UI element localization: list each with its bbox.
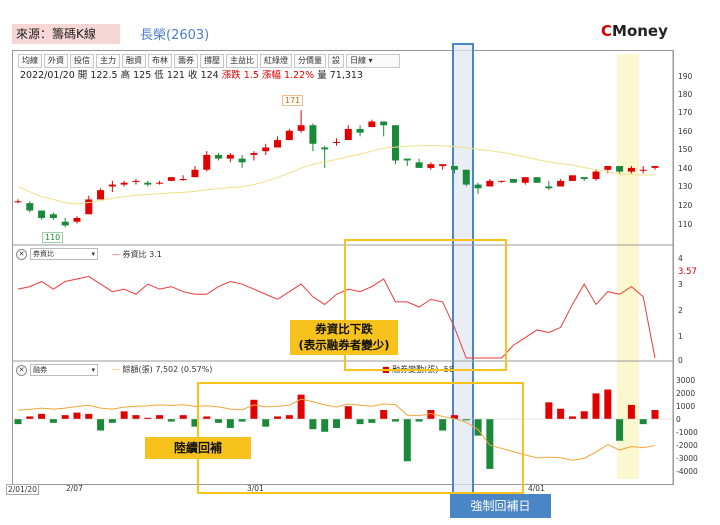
cmoney-logo: CMoney: [601, 22, 668, 40]
ratio-drop-box: [344, 239, 507, 371]
price-tick: 150: [678, 145, 693, 154]
toolbar-button[interactable]: 分價量: [294, 54, 326, 68]
short-tick: 3000: [676, 376, 696, 385]
ratio-last-value: 3.57: [678, 267, 697, 277]
continuous-cover-callout: 陸續回補: [145, 437, 251, 459]
short-tick: 2000: [676, 389, 696, 398]
toolbar-button[interactable]: 外資: [44, 54, 68, 68]
toolbar-button[interactable]: 設: [328, 54, 344, 68]
ratio-panel-header: ✕ 券資比 ▾: [16, 248, 98, 260]
short-tick: -3000: [676, 454, 698, 463]
price-tick: 180: [678, 90, 693, 99]
toolbar-button[interactable]: 撐壓: [200, 54, 224, 68]
toolbar-button[interactable]: 布林: [148, 54, 172, 68]
short-tick: -1000: [676, 428, 698, 437]
stock-title: 長榮(2603): [140, 28, 210, 43]
period-dropdown[interactable]: 日線 ▾: [346, 54, 400, 68]
ratio-drop-callout: 券資比下跌 (表示融券者變少): [290, 320, 398, 355]
source-tag: 來源：籌碼K線: [12, 24, 120, 44]
date-label: 3/01: [247, 484, 264, 493]
toolbar-button[interactable]: 均線: [18, 54, 42, 68]
short-panel-header: ✕ 融券 ▾: [16, 364, 98, 376]
ratio-legend: — 券資比 3.1: [112, 250, 162, 259]
low-marker: 110: [42, 232, 64, 243]
indicator-toolbar: 均線 外資 投信 主力 融資 布林 籌券 撐壓 主益比 紅綠燈 分價量 設 日線…: [18, 54, 400, 68]
short-tick: -2000: [676, 441, 698, 450]
ratio-tick: 0: [678, 356, 683, 365]
toolbar-button[interactable]: 紅綠燈: [260, 54, 292, 68]
ratio-indicator-select[interactable]: 券資比 ▾: [30, 248, 98, 260]
ratio-tick: 1: [678, 332, 683, 341]
date-label: 2/01/20: [6, 484, 39, 495]
toolbar-button[interactable]: 融資: [122, 54, 146, 68]
ratio-tick: 3: [678, 280, 683, 289]
toolbar-button[interactable]: 主益比: [226, 54, 258, 68]
ratio-tick: 2: [678, 306, 683, 315]
forced-cover-callout: 強制回補日: [450, 494, 551, 518]
toolbar-button[interactable]: 主力: [96, 54, 120, 68]
toolbar-button[interactable]: 籌券: [174, 54, 198, 68]
price-tick: 160: [678, 127, 693, 136]
ratio-tick: 4: [678, 254, 683, 263]
toolbar-button[interactable]: 投信: [70, 54, 94, 68]
date-label: 2/07: [66, 484, 83, 493]
short-balance-legend: — 餘額(張) 7,502 (0.57%): [112, 365, 213, 374]
price-tick: 140: [678, 164, 693, 173]
price-tick: 110: [678, 220, 693, 229]
price-tick: 170: [678, 108, 693, 117]
close-icon[interactable]: ✕: [16, 364, 27, 376]
price-tick: 120: [678, 201, 693, 210]
short-tick: 1000: [676, 402, 696, 411]
date-label: 4/01: [528, 484, 545, 493]
short-tick: -4000: [676, 467, 698, 476]
short-indicator-select[interactable]: 融券 ▾: [30, 364, 98, 376]
quote-line: 2022/01/20 開 122.5 高 125 低 121 收 124 漲跌 …: [20, 70, 363, 81]
short-tick: 0: [676, 415, 681, 424]
high-marker: 171: [282, 95, 304, 106]
close-icon[interactable]: ✕: [16, 248, 27, 260]
chart-frame: [12, 50, 674, 485]
price-tick: 190: [678, 72, 693, 81]
price-tick: 130: [678, 182, 693, 191]
